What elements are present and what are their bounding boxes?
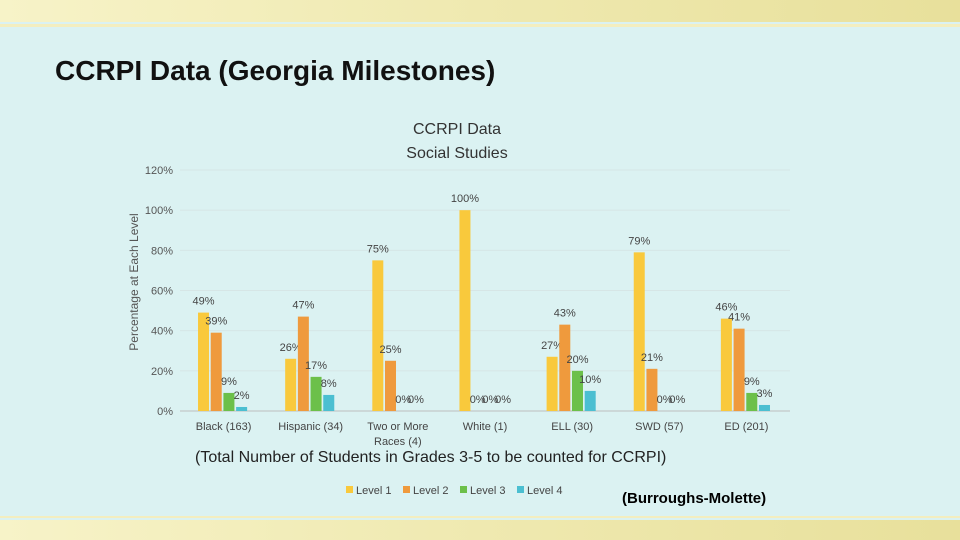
- bar-level-1-0: [198, 312, 210, 411]
- data-label: 39%: [205, 316, 227, 328]
- data-label: 41%: [728, 312, 750, 324]
- data-label: 17%: [305, 360, 327, 372]
- x-tick-label: Two or More: [367, 421, 428, 433]
- credit-author: (Burroughs-Molette): [622, 490, 767, 507]
- y-axis-label: Percentage at Each Level: [127, 213, 141, 350]
- slide-title: CCRPI Data (Georgia Milestones): [55, 55, 496, 86]
- bar-level-3-1: [310, 376, 322, 411]
- legend-label: Level 3: [470, 485, 505, 497]
- data-label: 79%: [628, 235, 650, 247]
- x-tick-label: ELL (30): [551, 421, 593, 433]
- bar-level-3-0: [223, 392, 235, 411]
- data-label: 2%: [234, 390, 250, 402]
- y-tick-label: 60%: [151, 286, 173, 298]
- x-tick-label: SWD (57): [635, 421, 683, 433]
- data-label: 0%: [470, 394, 486, 406]
- data-label: 8%: [321, 378, 337, 390]
- bar-level-2-5: [646, 368, 658, 411]
- x-tick-label: White (1): [463, 421, 508, 433]
- bar-level-4-1: [323, 394, 335, 411]
- data-label: 10%: [579, 374, 601, 386]
- bar-level-1-4: [546, 356, 558, 411]
- data-label: 9%: [221, 376, 237, 388]
- y-tick-label: 120%: [145, 165, 173, 177]
- y-tick-label: 40%: [151, 326, 173, 338]
- y-tick-label: 100%: [145, 205, 173, 217]
- x-tick-label: Races (4): [374, 436, 422, 448]
- bar-level-4-4: [584, 390, 596, 411]
- bar-level-1-2: [372, 260, 384, 411]
- x-tick-label: Black (163): [196, 421, 252, 433]
- data-label: 0%: [669, 394, 685, 406]
- x-tick-label: Hispanic (34): [278, 421, 343, 433]
- bar-level-4-0: [236, 406, 248, 411]
- data-label: 0%: [495, 394, 511, 406]
- data-label: 47%: [292, 300, 314, 312]
- footnote-total-students: (Total Number of Students in Grades 3-5 …: [195, 449, 667, 466]
- legend-label: Level 1: [356, 485, 391, 497]
- top-decor-band: [0, 0, 960, 22]
- data-label: 3%: [757, 388, 773, 400]
- data-label: 0%: [408, 394, 424, 406]
- data-label: 21%: [641, 352, 663, 364]
- legend-swatch-level-1: [346, 486, 353, 493]
- data-label: 25%: [379, 344, 401, 356]
- data-label: 20%: [566, 354, 588, 366]
- y-tick-label: 0%: [157, 406, 173, 418]
- chart-title: CCRPI Data: [413, 121, 501, 138]
- bar-level-1-5: [633, 252, 645, 411]
- data-label: 49%: [193, 296, 215, 308]
- data-label: 100%: [451, 193, 479, 205]
- data-label: 43%: [554, 308, 576, 320]
- bottom-decor-line: [0, 516, 960, 518]
- bar-level-2-1: [297, 316, 309, 411]
- data-label: 46%: [715, 302, 737, 314]
- legend-label: Level 4: [527, 485, 562, 497]
- top-decor-line: [0, 24, 960, 27]
- bar-level-4-6: [758, 404, 770, 411]
- y-tick-label: 80%: [151, 245, 173, 257]
- bar-level-2-6: [733, 328, 745, 411]
- data-label: 75%: [367, 243, 389, 255]
- data-label: 0%: [395, 394, 411, 406]
- data-label: 9%: [744, 376, 760, 388]
- bar-level-3-6: [746, 392, 758, 411]
- y-tick-label: 20%: [151, 366, 173, 378]
- data-label: 26%: [280, 342, 302, 354]
- legend-swatch-level-4: [517, 486, 524, 493]
- bottom-decor-band: [0, 520, 960, 540]
- data-label: 0%: [482, 394, 498, 406]
- data-label: 0%: [657, 394, 673, 406]
- bar-level-1-6: [720, 318, 732, 411]
- bar-level-2-0: [210, 332, 222, 411]
- bar-level-1-1: [285, 358, 297, 411]
- x-tick-label: ED (201): [724, 421, 768, 433]
- chart-subtitle: Social Studies: [406, 145, 507, 162]
- bar-level-3-4: [571, 370, 583, 411]
- legend-swatch-level-2: [403, 486, 410, 493]
- data-label: 27%: [541, 340, 563, 352]
- bar-level-2-4: [559, 324, 571, 411]
- legend-swatch-level-3: [460, 486, 467, 493]
- bar-level-1-3: [459, 210, 471, 411]
- bar-level-2-2: [385, 360, 397, 411]
- legend-label: Level 2: [413, 485, 448, 497]
